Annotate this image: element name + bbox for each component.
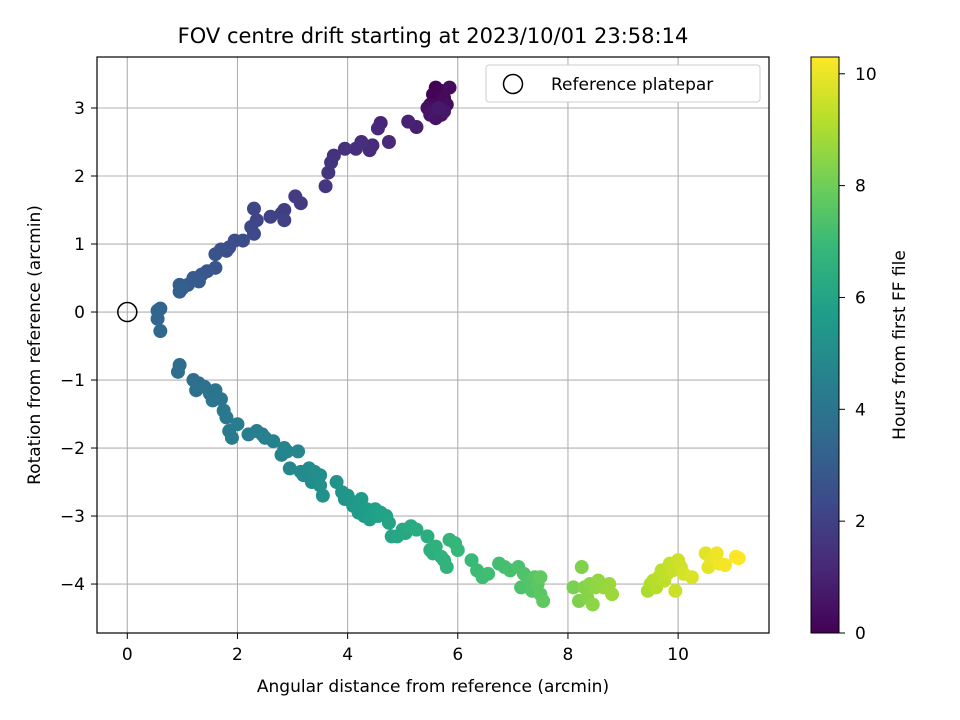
y-tick-label: 0: [74, 303, 85, 323]
scatter-point: [280, 444, 295, 459]
scatter-point: [266, 434, 281, 449]
scatter-point: [291, 444, 306, 459]
legend-box: [485, 64, 761, 103]
scatter-point: [246, 226, 261, 241]
plot-frame: [96, 56, 770, 634]
colorbar: 0 2 4 6 8 10 Hours from first FF file: [810, 56, 910, 644]
y-tick-label: 2: [74, 167, 85, 187]
chart-title: FOV centre drift starting at 2023/10/01 …: [178, 24, 689, 48]
x-tick-label: 10: [667, 645, 689, 665]
x-tick-label: 2: [232, 645, 243, 665]
scatter-point: [348, 141, 363, 156]
scatter-point: [431, 101, 446, 116]
scatter-point: [230, 417, 245, 432]
scatter-point: [208, 247, 223, 262]
x-tick-label: 4: [342, 645, 353, 665]
scatter-point: [401, 114, 416, 129]
x-tick-label: 6: [452, 645, 463, 665]
reference-marker: [117, 301, 138, 323]
scatter-point: [153, 324, 168, 339]
legend-label-reference: Reference platepar: [551, 75, 713, 95]
scatter-point: [574, 560, 589, 575]
legend: Reference platepar: [485, 64, 761, 103]
y-tick-label: −4: [60, 575, 85, 595]
scatter-point: [213, 392, 228, 407]
y-axis: −4 −3 −2 −1 0 1 2 3: [60, 99, 97, 595]
scatter-point: [450, 543, 465, 558]
legend-marker-reference: [502, 73, 524, 95]
colorbar-tick-label: 8: [855, 177, 866, 197]
colorbar-tick-label: 4: [855, 400, 866, 420]
colorbar-ticks: 0 2 4 6 8 10: [839, 65, 877, 644]
scatter-point: [381, 135, 396, 150]
colorbar-gradient: [810, 56, 840, 634]
scatter-point: [318, 179, 333, 194]
scatter-point: [536, 594, 551, 609]
scatter-point: [409, 522, 424, 537]
scatter-point: [717, 557, 732, 572]
scatter-point: [288, 189, 303, 204]
scatter-point: [566, 580, 581, 595]
y-tick-label: 3: [74, 99, 85, 119]
reference-point: [117, 301, 138, 323]
colorbar-tick-label: 6: [855, 288, 866, 308]
y-tick-label: 1: [74, 235, 85, 255]
scatter-point: [442, 80, 457, 95]
scatter-point: [370, 121, 385, 136]
scatter-point: [605, 587, 620, 602]
scatter-point: [381, 515, 396, 530]
scatter-point: [533, 570, 548, 585]
scatter-point: [246, 201, 261, 216]
y-tick-label: −1: [60, 371, 85, 391]
y-axis-label: Rotation from reference (arcmin): [25, 205, 45, 485]
scatter-point: [731, 551, 746, 566]
scatter-point: [277, 213, 292, 228]
scatter-point: [170, 364, 185, 379]
scatter-point: [668, 583, 683, 598]
y-tick-label: −2: [60, 439, 85, 459]
x-axis-label: Angular distance from reference (arcmin): [257, 677, 609, 697]
x-axis: 0 2 4 6 8 10: [122, 633, 689, 665]
scatter-point: [684, 570, 699, 585]
colorbar-tick-label: 2: [855, 512, 866, 532]
scatter-point: [150, 311, 165, 326]
scatter-points: [150, 80, 746, 612]
scatter-point: [313, 468, 328, 483]
scatter-point: [420, 529, 435, 544]
scatter-point: [337, 141, 352, 156]
colorbar-label: Hours from first FF file: [890, 250, 910, 440]
scatter-point: [315, 488, 330, 503]
scatter-point: [219, 410, 234, 425]
scatter-point: [321, 165, 336, 180]
colorbar-tick-label: 0: [855, 624, 866, 644]
scatter-point: [263, 209, 278, 224]
scatter-point: [585, 597, 600, 612]
y-tick-label: −3: [60, 507, 85, 527]
x-tick-label: 0: [122, 645, 133, 665]
scatter-point: [439, 560, 454, 575]
scatter-point: [282, 461, 297, 476]
scatter-point: [172, 284, 187, 299]
scatter-point: [224, 430, 239, 445]
colorbar-tick-label: 10: [855, 65, 877, 85]
scatter-point: [481, 566, 496, 581]
x-tick-label: 8: [563, 645, 574, 665]
